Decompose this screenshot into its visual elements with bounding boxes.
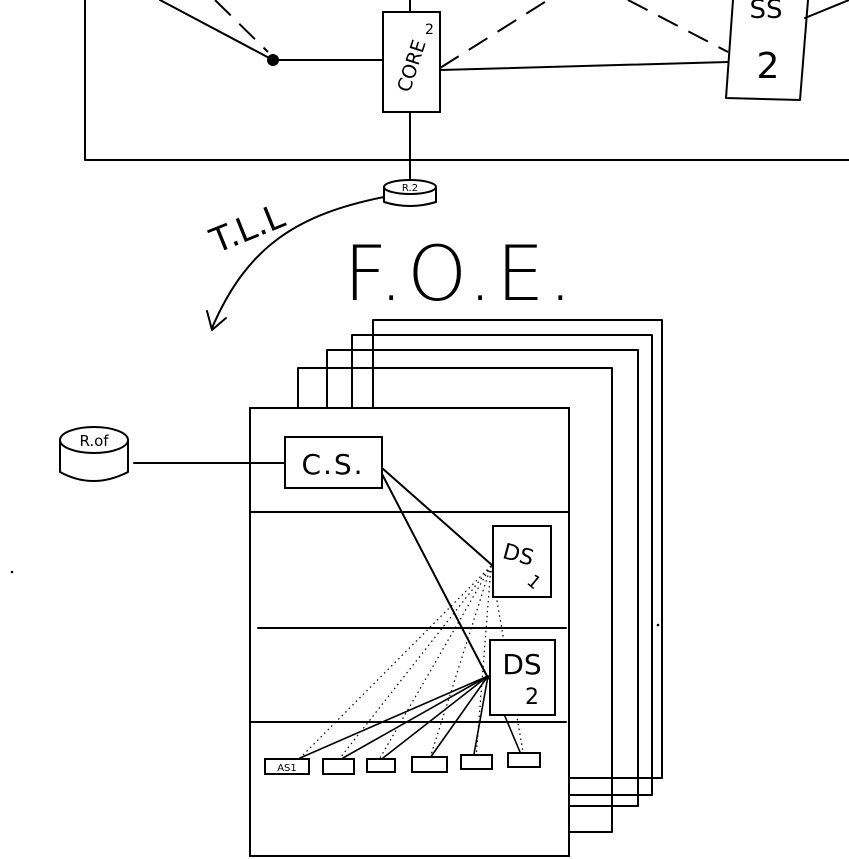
foe-title: F.O.E.	[344, 229, 577, 318]
access-switch-6	[507, 752, 541, 768]
cs-switch: C.S.	[284, 436, 383, 489]
access-switches: AS1	[264, 752, 541, 775]
solid-links-top	[159, 0, 849, 71]
access-switch-3	[366, 758, 396, 773]
junction-node	[267, 54, 279, 66]
access-switch-2	[322, 758, 355, 775]
stray-dot	[10, 570, 14, 574]
core-switch: CORE 2	[382, 11, 441, 113]
rof-router: R.of	[59, 426, 129, 482]
rof-label: R.of	[79, 432, 109, 450]
ds2-switch: DS 2	[489, 639, 556, 716]
ss-label: SS	[749, 0, 782, 25]
stray-dot-2	[656, 623, 660, 627]
r2-router: R.2	[383, 179, 437, 207]
ds2-solid-links	[299, 675, 521, 759]
access-switch-1	[264, 758, 310, 775]
ss2-switch: SS 2	[725, 0, 809, 101]
dashed-links	[214, 0, 729, 69]
cs-ds-links	[381, 467, 494, 679]
tll-arrow	[206, 196, 385, 331]
access-switch-5	[460, 754, 493, 770]
main-frame	[249, 407, 570, 857]
cs-label: C.S.	[301, 448, 364, 481]
stacked-frames	[297, 319, 663, 833]
ss-number: 2	[757, 46, 780, 87]
top-enclosure	[84, 0, 849, 161]
as1-label: AS1	[277, 763, 297, 774]
ds1-switch: DS 1	[492, 525, 552, 598]
ds2-number: 2	[525, 685, 539, 710]
access-switch-4	[411, 756, 448, 773]
ds2-label: DS	[502, 648, 541, 681]
r2-label: R.2	[402, 183, 418, 194]
tll-label: T.L.L	[204, 196, 291, 262]
core-superscript: 2	[425, 22, 434, 38]
